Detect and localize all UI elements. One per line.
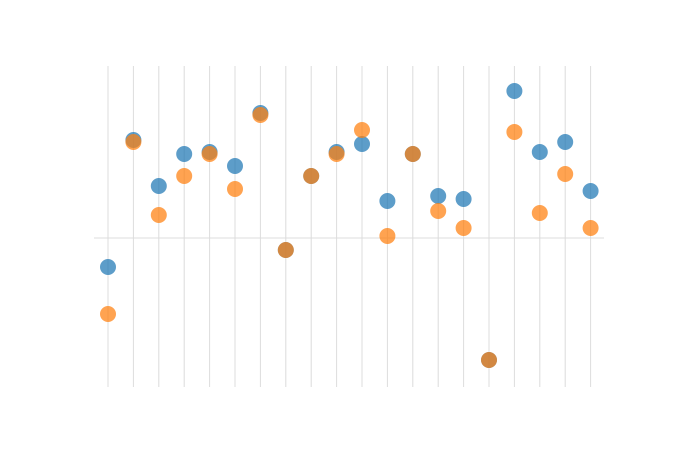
data-point bbox=[531, 144, 548, 160]
data-point bbox=[557, 134, 574, 150]
data-point bbox=[455, 220, 472, 236]
data-point bbox=[430, 188, 447, 204]
data-point bbox=[582, 220, 599, 236]
data-point bbox=[252, 107, 269, 123]
data-point bbox=[404, 146, 421, 162]
data-point bbox=[430, 203, 447, 219]
data-point bbox=[354, 122, 370, 138]
data-point bbox=[455, 191, 472, 207]
data-point bbox=[531, 205, 548, 221]
data-point bbox=[506, 83, 523, 99]
data-point bbox=[506, 124, 523, 140]
data-point bbox=[354, 136, 370, 152]
data-point bbox=[227, 181, 243, 197]
data-point bbox=[557, 166, 574, 182]
data-point bbox=[125, 134, 142, 150]
data-point bbox=[176, 168, 193, 184]
data-point bbox=[100, 306, 116, 322]
data-point bbox=[227, 158, 243, 174]
data-point bbox=[176, 146, 193, 162]
data-point bbox=[481, 352, 497, 368]
data-point bbox=[201, 146, 218, 162]
data-point bbox=[150, 178, 167, 194]
data-point bbox=[379, 228, 396, 244]
data-point bbox=[582, 183, 599, 199]
data-point bbox=[100, 259, 116, 275]
data-point bbox=[150, 207, 167, 223]
data-point bbox=[303, 168, 320, 184]
data-point bbox=[277, 242, 294, 258]
data-point bbox=[379, 193, 396, 209]
data-point bbox=[328, 146, 345, 162]
